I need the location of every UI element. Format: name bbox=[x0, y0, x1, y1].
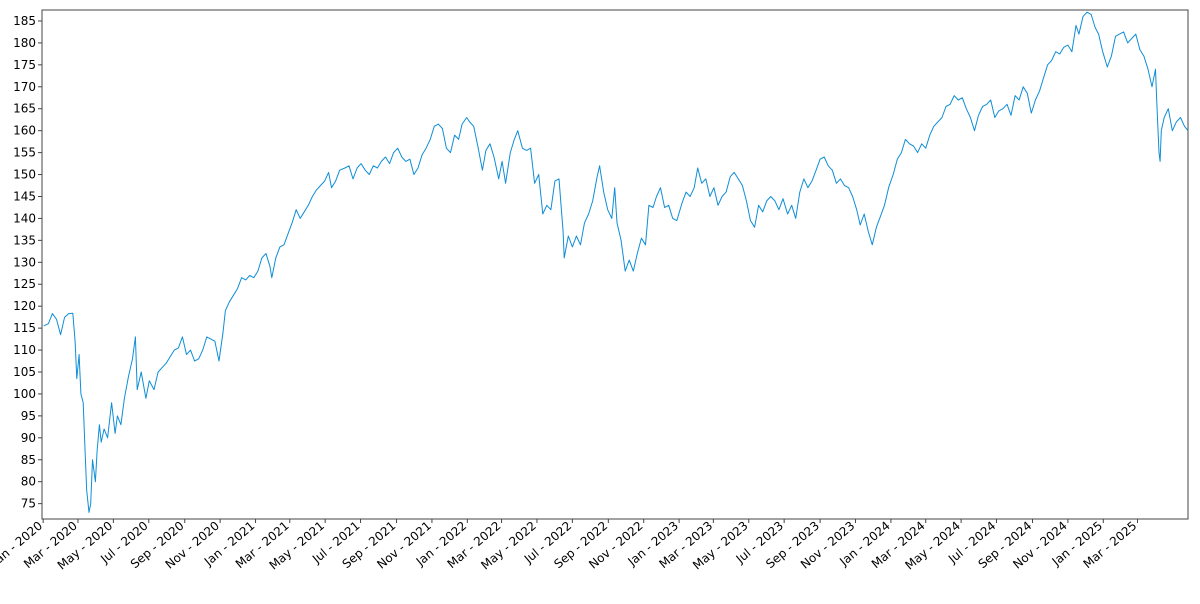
y-tick-label: 185 bbox=[13, 14, 36, 28]
y-tick-label: 90 bbox=[21, 431, 36, 445]
y-tick-label: 110 bbox=[13, 343, 36, 357]
y-tick-label: 175 bbox=[13, 58, 36, 72]
y-tick-label: 155 bbox=[13, 146, 36, 160]
y-tick-label: 180 bbox=[13, 36, 36, 50]
plot-area bbox=[41, 9, 1189, 520]
y-tick-label: 165 bbox=[13, 102, 36, 116]
plot-frame bbox=[41, 9, 1189, 520]
y-tick-label: 130 bbox=[13, 255, 36, 269]
series-line-0 bbox=[43, 11, 1189, 513]
y-tick-label: 145 bbox=[13, 189, 36, 203]
y-axis: 75 80 85 90 95 100 105 110 115 120 125 130 135 140 145… bbox=[13, 14, 42, 511]
y-tick-label: 120 bbox=[13, 299, 36, 313]
y-tick-label: 115 bbox=[13, 321, 36, 335]
y-tick-label: 80 bbox=[21, 475, 36, 489]
y-tick-label: 125 bbox=[13, 277, 36, 291]
y-tick-label: 140 bbox=[13, 211, 36, 225]
y-tick-label: 160 bbox=[13, 124, 36, 138]
y-tick-label: 135 bbox=[13, 233, 36, 247]
y-tick-label: 75 bbox=[21, 497, 36, 511]
y-tick-label: 100 bbox=[13, 387, 36, 401]
series-layer bbox=[43, 11, 1189, 513]
y-tick-label: 150 bbox=[13, 168, 36, 182]
y-tick-label: 170 bbox=[13, 80, 36, 94]
y-tick-label: 95 bbox=[21, 409, 36, 423]
y-tick-label: 85 bbox=[21, 453, 36, 467]
y-tick-label: 105 bbox=[13, 365, 36, 379]
